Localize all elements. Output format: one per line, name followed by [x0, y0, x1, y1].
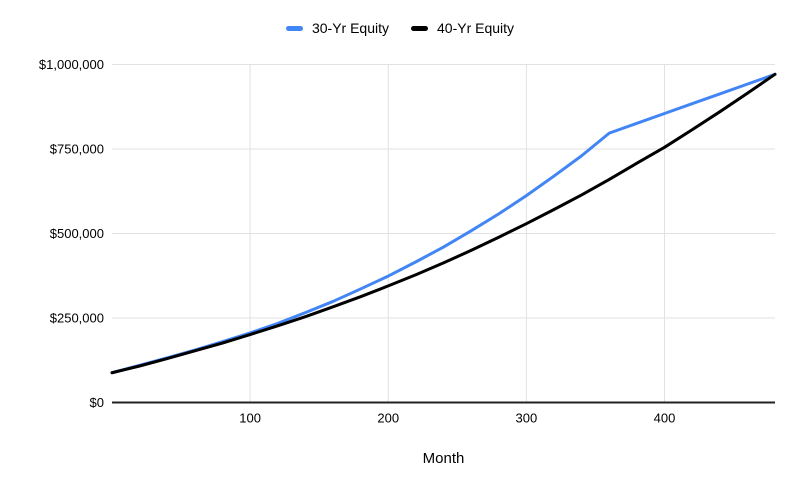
series-line-30yr [110, 72, 777, 375]
y-tick-label: $250,000 [50, 311, 104, 326]
series-line-40yr [110, 72, 777, 375]
y-tick-label: $500,000 [50, 226, 104, 241]
y-tick-label: $750,000 [50, 142, 104, 157]
x-tick-label: 100 [239, 411, 261, 426]
x-tick-label: 300 [516, 411, 538, 426]
x-tick-label: 400 [654, 411, 676, 426]
x-axis-title: Month [422, 450, 465, 467]
y-tick-label: $1,000,000 [39, 57, 104, 72]
y-tick-label: $0 [90, 395, 104, 410]
x-tick-label: 200 [377, 411, 399, 426]
